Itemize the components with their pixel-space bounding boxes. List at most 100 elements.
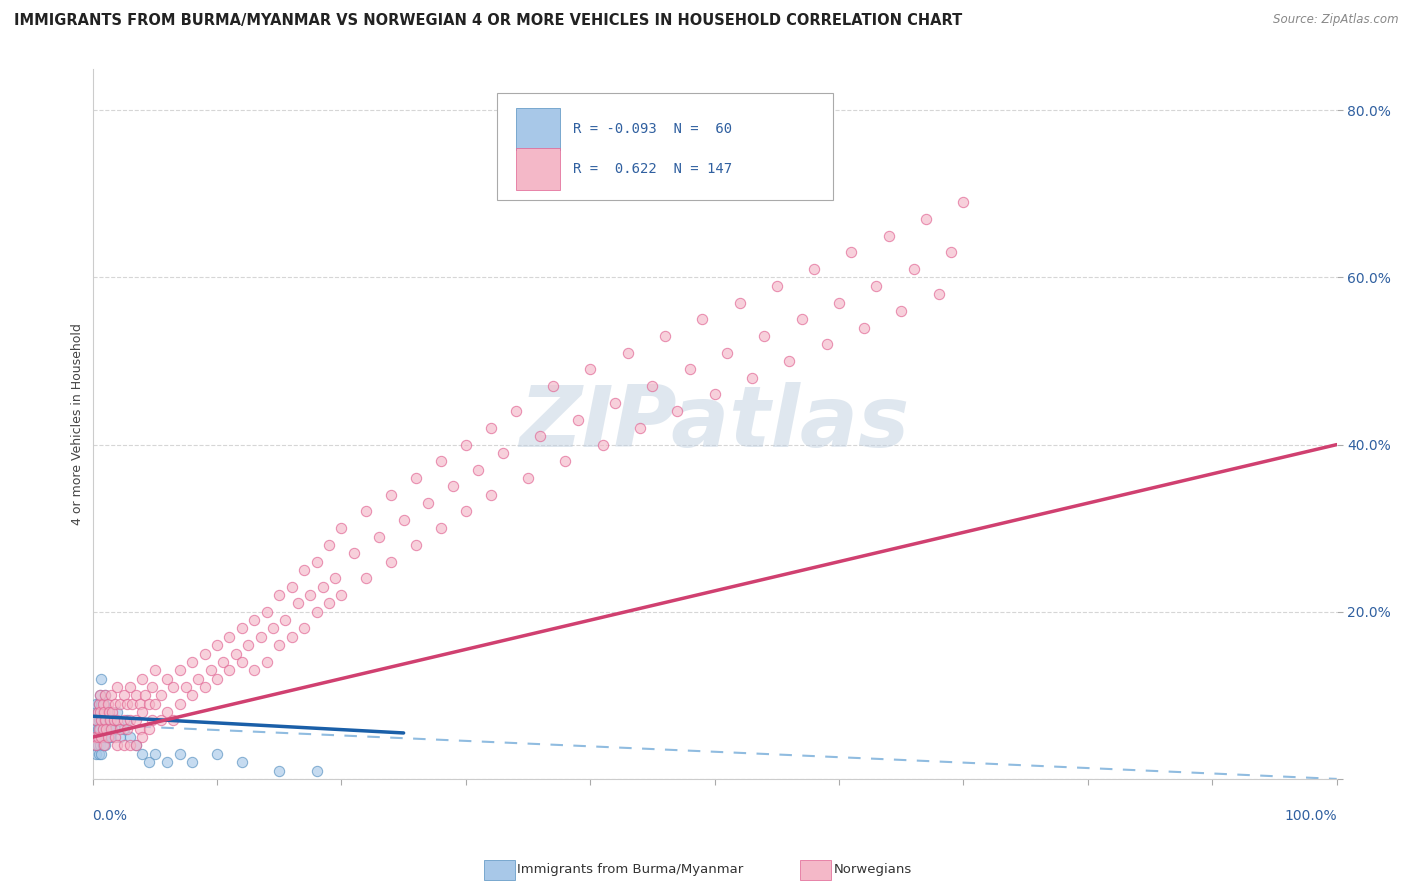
Point (100, 730, 122, 744)
Point (616, 345, 638, 359)
Point (98, 722, 121, 736)
Point (205, 747, 228, 761)
Point (479, 488, 502, 502)
Point (104, 730, 127, 744)
Point (679, 362, 702, 376)
Point (181, 755, 204, 769)
Point (108, 697, 131, 711)
Point (87, 730, 110, 744)
Point (666, 404, 689, 418)
Point (108, 730, 131, 744)
Point (603, 396, 626, 410)
Point (703, 387, 725, 401)
Point (274, 613, 297, 627)
Point (754, 329, 776, 343)
Point (117, 697, 139, 711)
Point (205, 638, 228, 652)
Point (84, 722, 107, 736)
Point (96, 722, 118, 736)
Point (94, 689, 117, 703)
Point (243, 613, 266, 627)
Point (86, 705, 108, 719)
Point (143, 747, 166, 761)
Point (112, 722, 135, 736)
Point (312, 580, 335, 594)
Point (766, 278, 789, 293)
Point (96, 705, 118, 719)
Point (96, 697, 118, 711)
Point (138, 722, 160, 736)
Point (87, 697, 110, 711)
Point (90, 730, 112, 744)
Point (218, 630, 240, 644)
Point (100, 722, 122, 736)
Point (654, 329, 676, 343)
Point (841, 245, 863, 260)
Point (249, 630, 271, 644)
Point (87, 722, 110, 736)
Point (479, 421, 502, 435)
Point (91, 739, 114, 753)
Point (567, 412, 589, 426)
Point (262, 622, 284, 636)
Point (903, 262, 925, 277)
Point (101, 705, 124, 719)
Point (150, 714, 173, 728)
Point (128, 722, 150, 736)
Point (121, 697, 143, 711)
Point (134, 689, 156, 703)
Point (305, 555, 328, 569)
Point (84, 730, 107, 744)
FancyBboxPatch shape (496, 94, 832, 200)
Point (181, 655, 204, 669)
Point (138, 755, 160, 769)
Point (231, 622, 253, 636)
Point (84, 714, 107, 728)
Point (641, 379, 664, 393)
Point (125, 739, 148, 753)
Point (169, 663, 191, 677)
Point (97, 730, 120, 744)
Point (104, 697, 127, 711)
Point (93, 714, 115, 728)
Point (418, 496, 440, 510)
Point (156, 672, 179, 686)
Point (94, 739, 117, 753)
Point (107, 705, 129, 719)
Point (84, 697, 107, 711)
Point (89, 689, 111, 703)
Y-axis label: 4 or more Vehicles in Household: 4 or more Vehicles in Household (72, 323, 84, 524)
Point (94, 722, 117, 736)
Point (84, 739, 107, 753)
Point (150, 689, 173, 703)
Point (778, 354, 800, 368)
Point (90, 747, 112, 761)
Point (280, 630, 302, 644)
Text: Norwegians: Norwegians (834, 863, 912, 876)
Point (93, 697, 115, 711)
Point (108, 722, 131, 736)
Point (877, 228, 900, 243)
FancyBboxPatch shape (516, 147, 561, 189)
Point (91, 705, 114, 719)
Point (141, 680, 163, 694)
Point (236, 638, 259, 652)
Point (430, 454, 453, 468)
Point (803, 262, 825, 277)
Point (118, 739, 141, 753)
Point (100, 714, 122, 728)
Point (323, 571, 346, 585)
Point (143, 697, 166, 711)
Point (107, 739, 129, 753)
Point (125, 739, 148, 753)
Point (356, 571, 378, 585)
Point (89, 705, 111, 719)
Point (269, 588, 291, 602)
Point (430, 521, 453, 535)
Point (87, 714, 110, 728)
Point (269, 764, 291, 778)
Point (200, 663, 222, 677)
Point (91, 722, 114, 736)
Point (107, 680, 129, 694)
Point (939, 245, 962, 260)
